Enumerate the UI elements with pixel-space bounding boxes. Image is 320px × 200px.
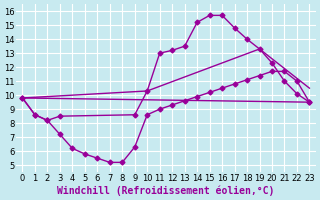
X-axis label: Windchill (Refroidissement éolien,°C): Windchill (Refroidissement éolien,°C)	[57, 185, 275, 196]
